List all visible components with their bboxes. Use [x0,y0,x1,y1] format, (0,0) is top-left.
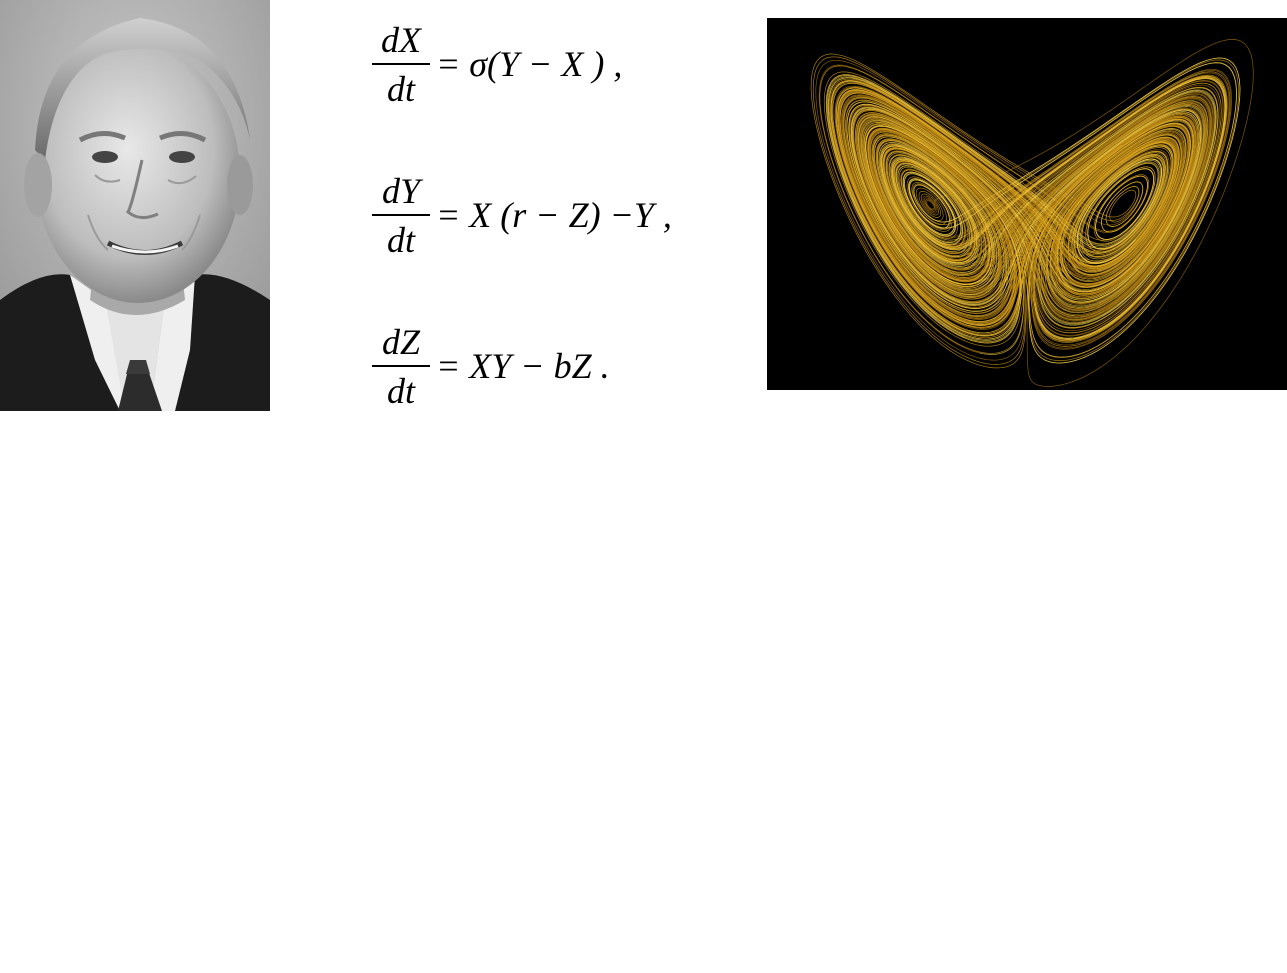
attractor-drawing [810,39,1254,387]
lorenz-equations: dX dt = σ(Y − X ) , dY dt = X (r − Z) −Y… [370,0,750,420]
denominator: dt [386,219,415,260]
right-hand-side: = σ(Y − X ) , [436,44,623,84]
denominator: dt [386,370,415,411]
portrait-drawing [0,0,270,411]
attractor-orbit [831,81,1203,335]
fraction-bar [372,62,430,65]
attractor-orbit [810,53,1228,369]
derivative-dx: dX dt [370,19,432,110]
fraction-bar [372,364,430,367]
numerator: dZ [381,321,421,362]
attractor-orbit [832,82,1222,334]
equation-dz: dZ dt = XY − bZ . [370,316,610,416]
fraction-bar [372,213,430,216]
attractor-orbit [843,93,1214,321]
derivative-dy: dY dt [370,170,432,261]
numerator: dY [381,170,421,211]
attractor-orbit [834,80,1224,336]
numerator: dX [381,19,421,60]
attractor-orbit [828,72,1226,340]
right-hand-side: = XY − bZ . [436,346,610,386]
attractor-orbit [843,72,1230,346]
equation-dy: dY dt = X (r − Z) −Y , [370,165,672,265]
attractor-orbit [835,76,1233,358]
equation-dx: dX dt = σ(Y − X ) , [370,14,622,114]
derivative-dz: dZ dt [370,321,432,412]
attractor-orbit [848,62,1237,309]
attractor-orbit [826,71,1231,347]
lorenz-attractor-image [767,18,1287,390]
right-hand-side: = X (r − Z) −Y , [436,195,672,235]
attractor-orbit [812,56,1226,365]
portrait-photo [0,0,270,411]
denominator: dt [386,68,415,109]
attractor-orbit [846,39,1254,387]
